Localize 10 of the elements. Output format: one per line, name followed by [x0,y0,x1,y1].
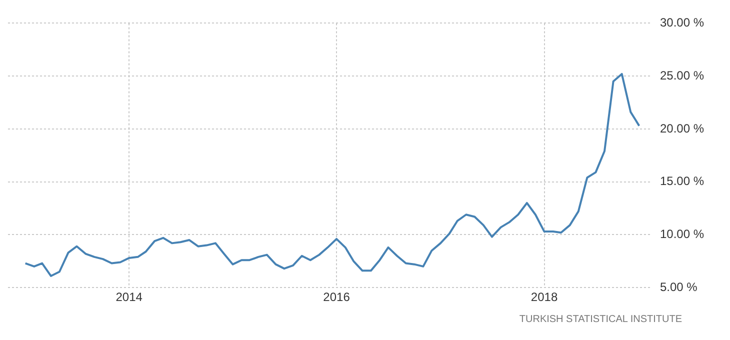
x-tick-label: 2018 [530,290,558,304]
x-tick-label: 2016 [323,290,350,304]
y-tick-label: 30.00 % [660,16,704,30]
y-tick-label: 5.00 % [660,280,698,294]
text: TURKISH STATISTICAL INSTITUTE [518,314,683,325]
y-tick-label: 20.00 % [660,121,704,136]
y-tick-label: 10.00 % [660,227,704,242]
y-tick-label: 25.00 % [660,68,704,82]
x-tick-label: 2014 [116,290,143,304]
y-tick-label: 15.00 % [660,174,704,188]
